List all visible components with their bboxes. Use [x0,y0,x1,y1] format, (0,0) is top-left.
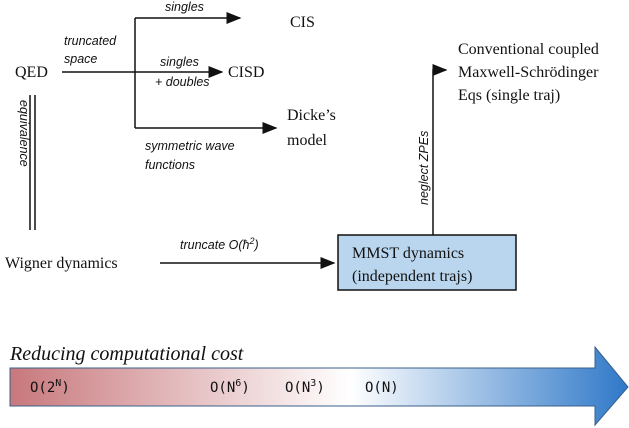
edge-label: singles [160,55,199,69]
edge-label: singles [165,0,204,14]
cost-arrow [9,345,629,427]
mmst: (independent trajs) [352,268,472,285]
edge-label: functions [145,158,195,172]
mmst: MMST dynamics [352,245,464,262]
cost-label: O(2N) [30,378,70,396]
mmst-box [337,234,517,291]
text: ) [316,380,324,396]
text: O(N [210,380,235,396]
sup: N [55,378,61,389]
text: truncate O(ħ [180,238,250,252]
sup: 2 [248,236,254,246]
dicke: model [287,132,328,149]
edge-label: truncated [64,34,117,48]
edge-label: symmetric wave [145,139,235,153]
edge-label: space [64,52,97,66]
text: ) [61,380,69,396]
cost-label: O(N3) [285,378,325,396]
text: ) [253,238,259,252]
dicke: Dicke’s [287,107,336,124]
arrow [432,64,448,235]
cis: CIS [290,14,315,31]
cost-label: O(N) [365,380,399,396]
qed: QED [15,64,48,81]
wigner: Wigner dynamics [5,255,118,272]
sup: 6 [235,378,241,389]
edges [29,12,448,269]
text: ) [241,380,249,396]
sup: 3 [310,378,316,389]
text: O(2 [30,380,55,396]
edge-label: + doubles [155,75,210,89]
edge-label: equivalence [17,100,31,167]
conventional: Conventional coupled [458,41,599,58]
cost-label: O(N6) [210,378,250,396]
cost-title: Reducing computational cost [9,343,244,365]
edge-label: truncate O(ħ2) [180,236,259,252]
conventional: Eqs (single traj) [458,87,560,104]
edge-label: neglect ZPEs [417,131,431,205]
text: O(N [285,380,310,396]
cisd: CISD [228,64,264,81]
conventional: Maxwell-Schrödinger [458,64,599,81]
